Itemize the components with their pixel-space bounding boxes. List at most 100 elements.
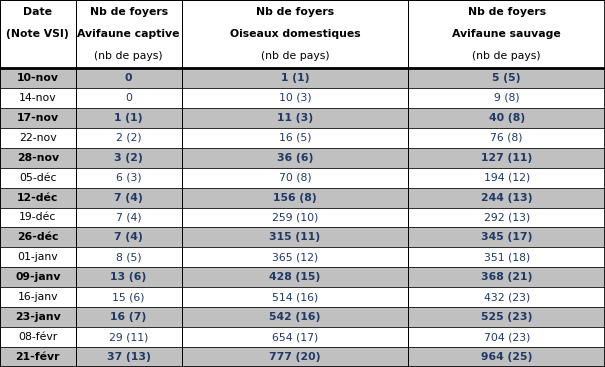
Text: 08-févr: 08-févr: [18, 332, 57, 342]
Bar: [0, 347, 76, 367]
Text: 127 (11): 127 (11): [481, 153, 532, 163]
Text: 9 (8): 9 (8): [494, 93, 520, 103]
Text: 156 (8): 156 (8): [273, 193, 317, 203]
Bar: [182, 267, 408, 287]
Text: 10-nov: 10-nov: [17, 73, 59, 83]
Text: 0: 0: [125, 93, 132, 103]
Bar: [182, 347, 408, 367]
Text: 8 (5): 8 (5): [116, 252, 142, 262]
Text: 5 (5): 5 (5): [492, 73, 521, 83]
Bar: [0, 228, 76, 247]
Text: 21-févr: 21-févr: [16, 352, 60, 362]
Text: 15 (6): 15 (6): [113, 292, 145, 302]
Bar: [76, 68, 182, 88]
Bar: [408, 0, 605, 68]
Bar: [182, 168, 408, 188]
Bar: [0, 247, 76, 267]
Text: Date: Date: [24, 7, 52, 17]
Text: 76 (8): 76 (8): [491, 133, 523, 143]
Bar: [182, 128, 408, 148]
Text: 28-nov: 28-nov: [17, 153, 59, 163]
Bar: [408, 327, 605, 347]
Bar: [0, 207, 76, 228]
Text: 13 (6): 13 (6): [111, 272, 146, 282]
Bar: [76, 168, 182, 188]
Bar: [408, 228, 605, 247]
Bar: [0, 307, 76, 327]
Bar: [76, 207, 182, 228]
Bar: [76, 347, 182, 367]
Text: 194 (12): 194 (12): [483, 172, 530, 183]
Text: Avifaune sauvage: Avifaune sauvage: [453, 29, 561, 39]
Bar: [182, 148, 408, 168]
Text: 37 (13): 37 (13): [106, 352, 151, 362]
Bar: [182, 68, 408, 88]
Text: (nb de pays): (nb de pays): [261, 51, 329, 61]
Text: 14-nov: 14-nov: [19, 93, 57, 103]
Text: 365 (12): 365 (12): [272, 252, 318, 262]
Bar: [182, 247, 408, 267]
Text: Avifaune captive: Avifaune captive: [77, 29, 180, 39]
Bar: [76, 327, 182, 347]
Text: (nb de pays): (nb de pays): [94, 51, 163, 61]
Text: 259 (10): 259 (10): [272, 212, 318, 222]
Text: 19-déc: 19-déc: [19, 212, 56, 222]
Text: 351 (18): 351 (18): [483, 252, 530, 262]
Text: 244 (13): 244 (13): [481, 193, 532, 203]
Bar: [408, 128, 605, 148]
Text: 964 (25): 964 (25): [481, 352, 532, 362]
Bar: [408, 188, 605, 207]
Text: 777 (20): 777 (20): [269, 352, 321, 362]
Text: 525 (23): 525 (23): [481, 312, 532, 322]
Text: 2 (2): 2 (2): [116, 133, 142, 143]
Bar: [408, 207, 605, 228]
Bar: [76, 148, 182, 168]
Bar: [182, 207, 408, 228]
Text: 1 (1): 1 (1): [281, 73, 309, 83]
Bar: [0, 188, 76, 207]
Text: 70 (8): 70 (8): [279, 172, 311, 183]
Text: 10 (3): 10 (3): [279, 93, 311, 103]
Bar: [76, 307, 182, 327]
Bar: [76, 247, 182, 267]
Bar: [182, 287, 408, 307]
Bar: [0, 108, 76, 128]
Text: Oiseaux domestiques: Oiseaux domestiques: [230, 29, 360, 39]
Bar: [76, 128, 182, 148]
Text: 36 (6): 36 (6): [276, 153, 313, 163]
Text: 3 (2): 3 (2): [114, 153, 143, 163]
Bar: [408, 108, 605, 128]
Bar: [76, 188, 182, 207]
Text: 23-janv: 23-janv: [15, 312, 61, 322]
Text: 428 (15): 428 (15): [269, 272, 321, 282]
Bar: [76, 108, 182, 128]
Bar: [0, 128, 76, 148]
Bar: [408, 267, 605, 287]
Bar: [0, 88, 76, 108]
Bar: [408, 88, 605, 108]
Bar: [408, 287, 605, 307]
Bar: [0, 287, 76, 307]
Text: 542 (16): 542 (16): [269, 312, 321, 322]
Text: 16 (7): 16 (7): [111, 312, 146, 322]
Text: 1 (1): 1 (1): [114, 113, 143, 123]
Bar: [182, 0, 408, 68]
Text: 345 (17): 345 (17): [481, 232, 532, 243]
Bar: [182, 307, 408, 327]
Text: 16 (5): 16 (5): [279, 133, 311, 143]
Bar: [182, 88, 408, 108]
Text: 29 (11): 29 (11): [109, 332, 148, 342]
Text: 704 (23): 704 (23): [483, 332, 530, 342]
Text: 01-janv: 01-janv: [18, 252, 58, 262]
Text: 17-nov: 17-nov: [17, 113, 59, 123]
Bar: [0, 148, 76, 168]
Bar: [408, 148, 605, 168]
Text: 7 (4): 7 (4): [116, 212, 142, 222]
Text: Nb de foyers: Nb de foyers: [90, 7, 168, 17]
Bar: [0, 168, 76, 188]
Text: 654 (17): 654 (17): [272, 332, 318, 342]
Text: 514 (16): 514 (16): [272, 292, 318, 302]
Text: 7 (4): 7 (4): [114, 232, 143, 243]
Bar: [0, 0, 76, 68]
Text: 05-déc: 05-déc: [19, 172, 56, 183]
